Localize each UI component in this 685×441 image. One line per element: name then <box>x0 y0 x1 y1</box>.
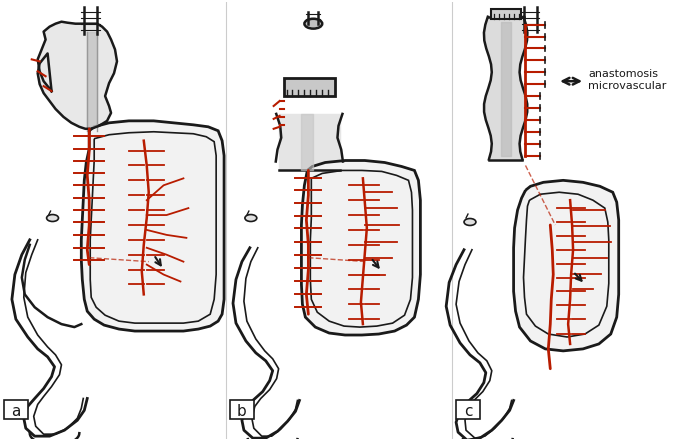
FancyBboxPatch shape <box>284 78 335 96</box>
Ellipse shape <box>47 215 58 221</box>
Polygon shape <box>279 114 340 170</box>
FancyBboxPatch shape <box>4 400 28 419</box>
Text: c: c <box>464 404 472 419</box>
Polygon shape <box>38 22 117 129</box>
Text: a: a <box>11 404 21 419</box>
Ellipse shape <box>304 19 322 29</box>
Ellipse shape <box>464 219 476 225</box>
Text: microvascular: microvascular <box>588 81 667 91</box>
FancyBboxPatch shape <box>456 400 480 419</box>
FancyBboxPatch shape <box>230 400 254 419</box>
Ellipse shape <box>245 215 257 221</box>
Text: b: b <box>237 404 247 419</box>
PathPatch shape <box>301 161 421 335</box>
Text: anastomosis: anastomosis <box>588 69 658 79</box>
Polygon shape <box>484 17 527 160</box>
PathPatch shape <box>82 121 224 331</box>
PathPatch shape <box>514 180 619 351</box>
FancyBboxPatch shape <box>490 9 521 19</box>
